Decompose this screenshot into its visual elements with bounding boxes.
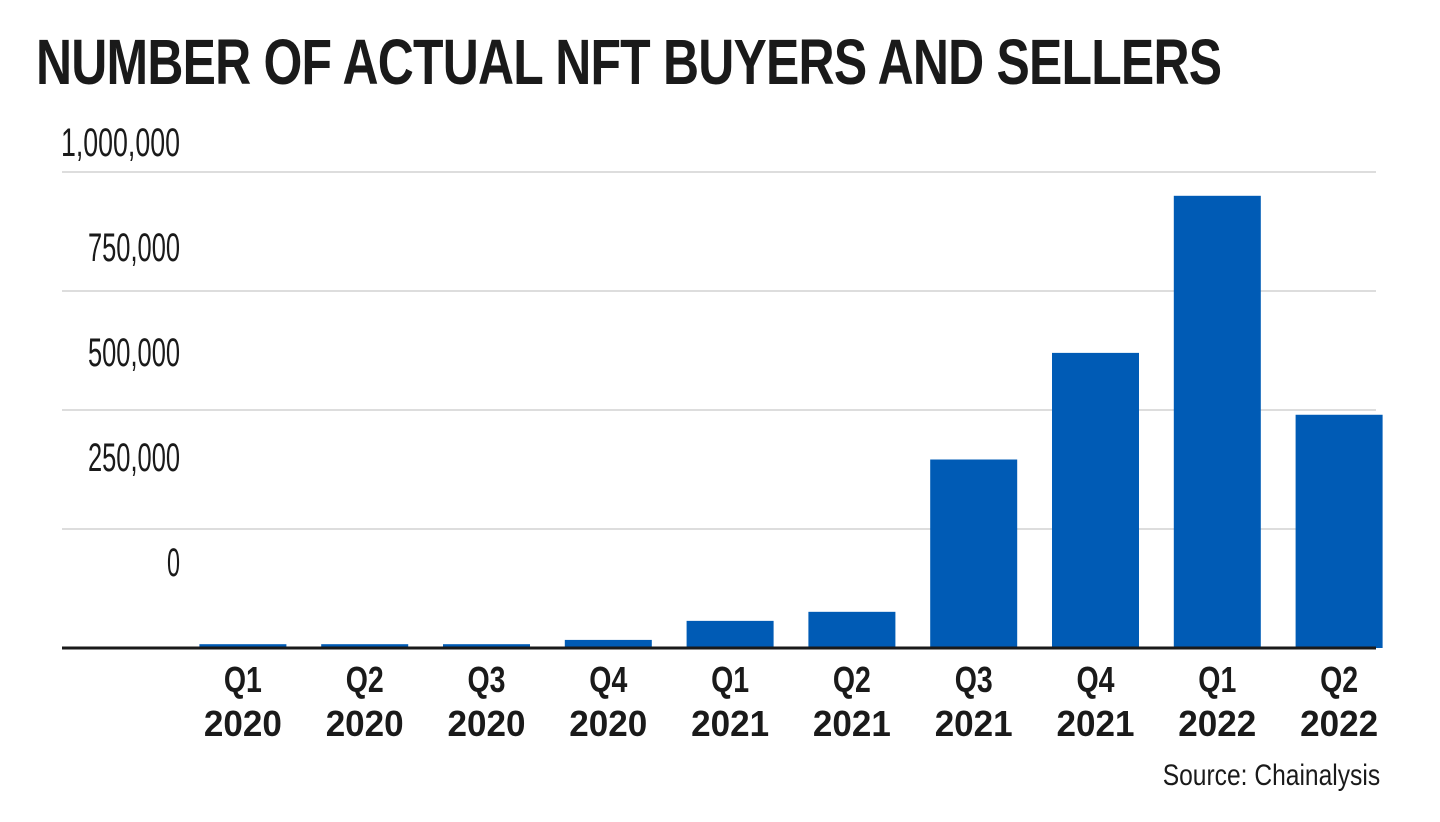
- x-tick-label-year: 2021: [935, 703, 1013, 744]
- x-tick-label-quarter: Q2: [346, 659, 384, 700]
- x-tick-label-quarter: Q4: [589, 659, 627, 700]
- bar: [1295, 414, 1383, 648]
- x-tick-label-quarter: Q2: [1320, 659, 1358, 700]
- x-tick-label-quarter: Q1: [224, 659, 262, 700]
- bar: [199, 644, 287, 648]
- bar: [443, 644, 530, 648]
- x-tick-label-quarter: Q1: [1198, 659, 1236, 700]
- bar: [321, 644, 409, 648]
- y-tick-label: 250,000: [88, 436, 180, 480]
- y-tick-label: 500,000: [88, 331, 180, 375]
- x-tick-label-year: 2020: [569, 703, 647, 744]
- bar: [1052, 352, 1139, 648]
- x-tick-label-year: 2022: [1300, 703, 1378, 744]
- x-tick-label-year: 2022: [1178, 703, 1256, 744]
- x-tick-label-quarter: Q2: [833, 659, 871, 700]
- y-tick-label: 1,000,000: [61, 121, 180, 165]
- x-tick-label-year: 2020: [326, 703, 404, 744]
- x-tick-label-year: 2020: [204, 703, 282, 744]
- source-note: Source: Chainalysis: [1162, 759, 1380, 792]
- x-tick-label-year: 2020: [448, 703, 526, 744]
- x-tick-label-quarter: Q3: [468, 659, 506, 700]
- y-axis-tick-labels: 1,000,000 750,000 500,000 250,000 0: [61, 121, 180, 585]
- y-tick-label: 750,000: [88, 226, 180, 270]
- y-tick-label: 0: [167, 541, 180, 585]
- x-tick-label-quarter: Q4: [1077, 659, 1115, 700]
- bar: [1173, 195, 1261, 649]
- bar: [930, 459, 1018, 648]
- chart-title: NUMBER OF ACTUAL NFT BUYERS AND SELLERS: [36, 26, 1222, 98]
- bars: [199, 195, 1383, 649]
- bar: [808, 611, 896, 648]
- x-tick-label-year: 2021: [1057, 703, 1135, 744]
- x-tick-label-year: 2021: [691, 703, 769, 744]
- x-tick-label-quarter: Q1: [711, 659, 749, 700]
- x-tick-label-quarter: Q3: [955, 659, 993, 700]
- x-axis-tick-labels: Q12020Q22020Q32020Q42020Q12021Q22021Q320…: [204, 659, 1378, 744]
- bar: [564, 639, 652, 648]
- gridlines: [62, 171, 1376, 530]
- bar: [686, 620, 774, 648]
- x-tick-label-year: 2021: [813, 703, 891, 744]
